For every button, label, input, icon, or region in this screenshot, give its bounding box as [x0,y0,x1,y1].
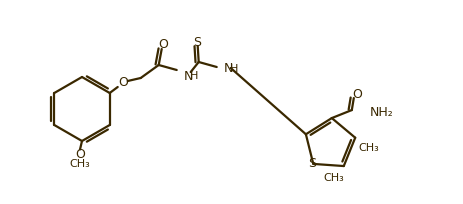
Text: H: H [190,71,198,81]
Text: N: N [183,70,193,82]
Text: S: S [307,157,316,170]
Text: NH₂: NH₂ [369,105,393,119]
Text: O: O [351,88,361,101]
Text: O: O [75,147,85,161]
Text: CH₃: CH₃ [69,159,90,169]
Text: S: S [192,35,200,49]
Text: H: H [230,64,238,74]
Text: N: N [223,62,232,75]
Text: O: O [118,76,127,90]
Text: O: O [157,39,167,51]
Text: CH₃: CH₃ [323,173,344,183]
Text: CH₃: CH₃ [358,143,379,153]
